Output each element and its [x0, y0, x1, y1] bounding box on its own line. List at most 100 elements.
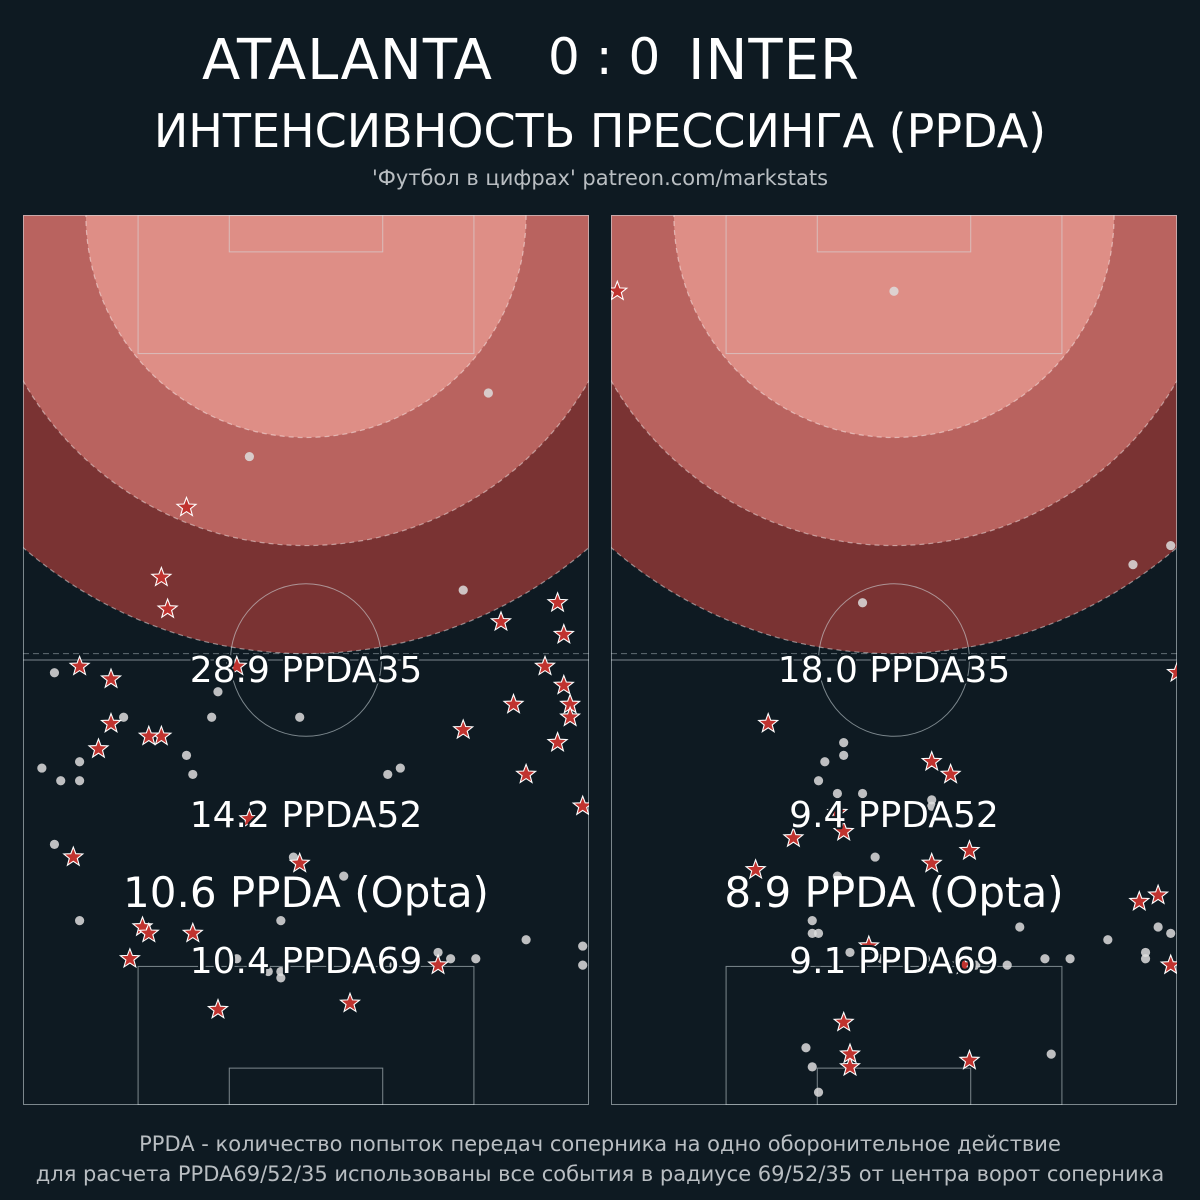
pressing-zones	[611, 215, 1177, 655]
footer-definition: PPDA - количество попыток передач соперн…	[139, 1132, 1061, 1156]
pass-point	[1103, 935, 1113, 945]
pass-point	[1128, 560, 1138, 570]
defensive-action-star	[744, 858, 767, 880]
defensive-action-star	[181, 921, 204, 943]
defensive-action-star	[225, 654, 248, 676]
opta-ppda-label: 10.6 PPDA (Opta)	[123, 868, 489, 917]
pass-point	[244, 451, 254, 462]
defensive-action-star	[68, 654, 91, 676]
pass-point	[1140, 947, 1151, 958]
pass-point	[1153, 922, 1163, 932]
defensive-action-star	[546, 731, 569, 752]
defensive-action-star	[99, 712, 123, 733]
pass-point	[75, 757, 85, 767]
defensive-action-star	[939, 762, 962, 784]
defensive-action-star	[611, 279, 629, 301]
pass-point	[471, 954, 481, 964]
zone-ppda35	[673, 215, 1115, 439]
defensive-action-star	[552, 673, 575, 695]
defensive-action-star	[958, 839, 981, 861]
pass-point	[813, 776, 824, 786]
zone-label-ppda69: 10.4 PPDA69	[190, 941, 423, 982]
pass-point	[876, 954, 887, 964]
pass-point	[263, 966, 273, 977]
goal-area-top	[228, 215, 384, 253]
defensive-action-star	[339, 991, 361, 1013]
pass-point	[49, 668, 60, 678]
defensive-action-star	[920, 750, 943, 772]
pass-point	[839, 750, 849, 760]
pitch-chart-home: 28.9 PPDA35 14.2 PPDA52 10.4 PPDA69 10.6 PP…	[23, 215, 589, 1105]
penalty-box-top	[725, 215, 1063, 355]
defensive-action-star	[552, 623, 575, 644]
centre-circle	[230, 583, 382, 737]
pass-point	[807, 916, 817, 926]
penalty-box-bottom	[137, 965, 475, 1105]
pass-point	[813, 928, 824, 938]
defensive-action-star	[150, 565, 173, 587]
pass-point	[1040, 954, 1050, 964]
pass-point	[213, 687, 223, 697]
defensive-action-star	[1166, 661, 1177, 683]
defensive-action-star	[920, 851, 943, 873]
defensive-action-star	[515, 762, 538, 784]
zone-label-ppda52: 9.4 PPDA52	[789, 795, 999, 836]
pass-point	[889, 286, 899, 296]
pass-point	[288, 852, 299, 862]
penalty-box-bottom	[725, 965, 1063, 1105]
pass-point	[578, 941, 588, 951]
defensive-action-star	[452, 718, 475, 740]
defensive-action-star	[958, 1048, 981, 1070]
pitch-panel-home: 28.9 PPDA35 14.2 PPDA52 10.4 PPDA69 10.6 PP…	[23, 215, 589, 1105]
pass-point	[927, 801, 937, 811]
defensive-action-star	[782, 826, 805, 848]
defensive-action-star	[156, 597, 179, 619]
pass-point	[813, 1087, 824, 1097]
pass-point	[920, 954, 931, 964]
defensive-action-star	[534, 654, 556, 676]
away-team-name: INTER	[688, 28, 860, 93]
pass-point	[446, 954, 456, 964]
pass-point	[857, 788, 868, 799]
goal-area-bottom	[816, 1067, 972, 1105]
pass-point	[1166, 540, 1176, 551]
penalty-box-top	[137, 215, 475, 355]
pass-point	[276, 973, 286, 983]
opta-ppda-label: 8.9 PPDA (Opta)	[724, 868, 1063, 917]
pass-point	[483, 388, 493, 398]
pass-point	[395, 763, 405, 773]
defensive-action-star	[238, 807, 261, 829]
defensive-action-star	[857, 934, 880, 956]
defensive-action-star	[137, 724, 160, 746]
pitch-chart-away: 18.0 PPDA35 9.4 PPDA52 9.1 PPDA69 8.9 PPDA …	[611, 215, 1177, 1105]
pass-point	[458, 585, 468, 595]
credit-line: 'Футбол в цифрах' patreon.com/markstats	[371, 166, 829, 190]
pass-point	[56, 776, 66, 786]
pass-point	[383, 769, 393, 780]
defensive-action-star	[952, 953, 975, 975]
centre-circle	[818, 583, 970, 737]
pass-point	[807, 928, 817, 938]
zone-label-ppda52: 14.2 PPDA52	[190, 795, 423, 836]
pass-point	[119, 712, 129, 722]
pass-point	[807, 1062, 817, 1072]
pass-point	[1166, 928, 1176, 938]
defensive-action-star	[118, 947, 141, 969]
goal-area-top	[816, 215, 972, 253]
pass-point	[207, 712, 217, 722]
match-score: 0 : 0	[548, 28, 661, 86]
pass-point	[870, 852, 880, 862]
pass-point	[433, 947, 443, 958]
pass-point	[839, 738, 849, 748]
defensive-action-star	[832, 820, 855, 841]
defensive-action-star	[427, 953, 450, 975]
pass-point	[389, 960, 399, 970]
home-team-name: ATALANTA	[202, 28, 493, 93]
zone-label-ppda35: 28.9 PPDA35	[190, 650, 423, 691]
defensive-action-star	[757, 712, 780, 733]
pass-point	[75, 776, 85, 786]
pressing-zones	[23, 215, 589, 655]
pass-point	[276, 916, 286, 926]
pass-point	[188, 769, 198, 780]
pass-point	[1065, 954, 1075, 964]
